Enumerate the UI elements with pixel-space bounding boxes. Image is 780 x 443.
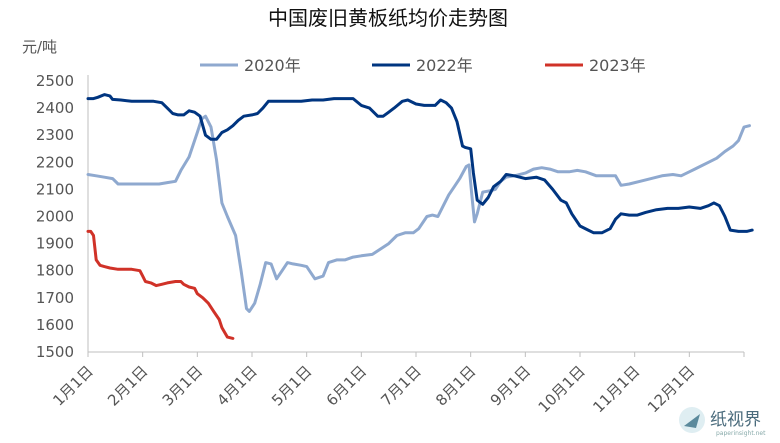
y-tick-label: 2300 (36, 126, 74, 144)
y-tick-label: 1900 (36, 235, 74, 253)
series-group (86, 93, 754, 340)
watermark-text: 纸视界 (710, 410, 761, 430)
y-tick-label: 1700 (36, 289, 74, 307)
x-tick-label: 2月1日 (104, 362, 151, 409)
watermark: 纸视界 paperinsight.net (679, 407, 766, 437)
legend-label: 2023年 (589, 56, 646, 75)
watermark-subtext: paperinsight.net (716, 430, 766, 437)
y-tick-label: 2100 (36, 180, 74, 198)
x-tick-label: 11月1日 (589, 362, 643, 416)
x-axis: 1月1日 2月1日 3月1日 4月1日 5月1日 6月1日 7月1日 8月1日 9月1日 10月1… (49, 352, 745, 416)
y-tick-label: 1500 (36, 343, 74, 361)
x-tick-label: 6月1日 (323, 362, 370, 409)
legend: 2020年 2022年 2023年 (200, 56, 646, 75)
y-tick-label: 2000 (36, 208, 74, 226)
y-axis: 1500 1600 1700 1800 1900 2000 2100 2200 2300 2400… (36, 72, 74, 361)
y-tick-label: 2400 (36, 99, 74, 117)
y-tick-label: 2500 (36, 72, 74, 90)
legend-label: 2020年 (244, 56, 301, 75)
y-tick-label: 2200 (36, 153, 74, 171)
paper-plane-icon (684, 414, 700, 428)
x-tick-label: 9月1日 (487, 362, 534, 409)
series-line (86, 93, 754, 235)
y-tick-label: 1800 (36, 262, 74, 280)
x-tick-label: 1月1日 (49, 362, 96, 409)
x-tick-label: 8月1日 (432, 362, 479, 409)
chart-title: 中国废旧黄板纸均价走势图 (268, 6, 508, 30)
x-tick-label: 4月1日 (213, 362, 260, 409)
legend-label: 2022年 (416, 56, 473, 75)
x-tick-label: 7月1日 (377, 362, 424, 409)
series-line (86, 229, 235, 340)
x-tick-label: 5月1日 (268, 362, 315, 409)
x-tick-label: 10月1日 (535, 362, 589, 416)
series-line (86, 114, 751, 313)
y-tick-label: 1600 (36, 316, 74, 334)
x-tick-label: 3月1日 (159, 362, 206, 409)
y-axis-unit: 元/吨 (22, 38, 57, 56)
